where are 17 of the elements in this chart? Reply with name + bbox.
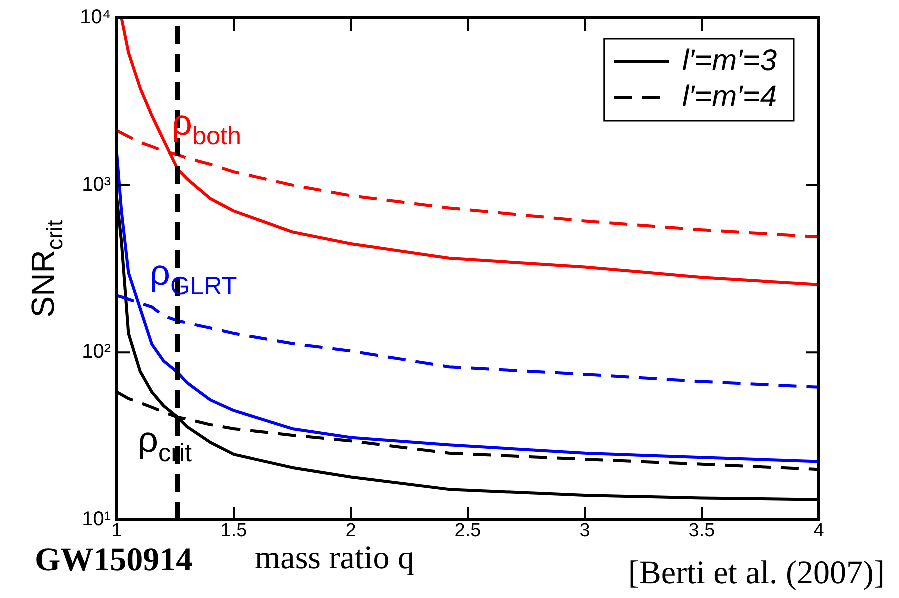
y-tick-label: 10⁴ (80, 6, 111, 29)
y-axis-title: SNRcrit (24, 220, 68, 318)
legend-label: l′=m′=4 (682, 80, 778, 114)
x-tick-label: 3 (580, 520, 590, 542)
text: [Berti et al. (2007)] (628, 556, 885, 592)
ref-line-label: GW150914 (35, 542, 193, 579)
x-tick-label: 1 (112, 520, 122, 542)
legend-label: l′=m′=3 (682, 44, 778, 78)
y-tick-label: 10² (82, 341, 112, 364)
y-tick-label: 10³ (82, 174, 112, 196)
x-tick-label: 4 (814, 520, 825, 542)
x-axis-title: mass ratio q (255, 540, 414, 577)
x-tick-label: 2.5 (454, 520, 482, 542)
x-tick-label: 2 (346, 520, 356, 542)
y-tick-label: 10¹ (82, 508, 112, 531)
x-tick-label: 1.5 (220, 520, 248, 542)
x-tick-label: 3.5 (688, 520, 716, 542)
